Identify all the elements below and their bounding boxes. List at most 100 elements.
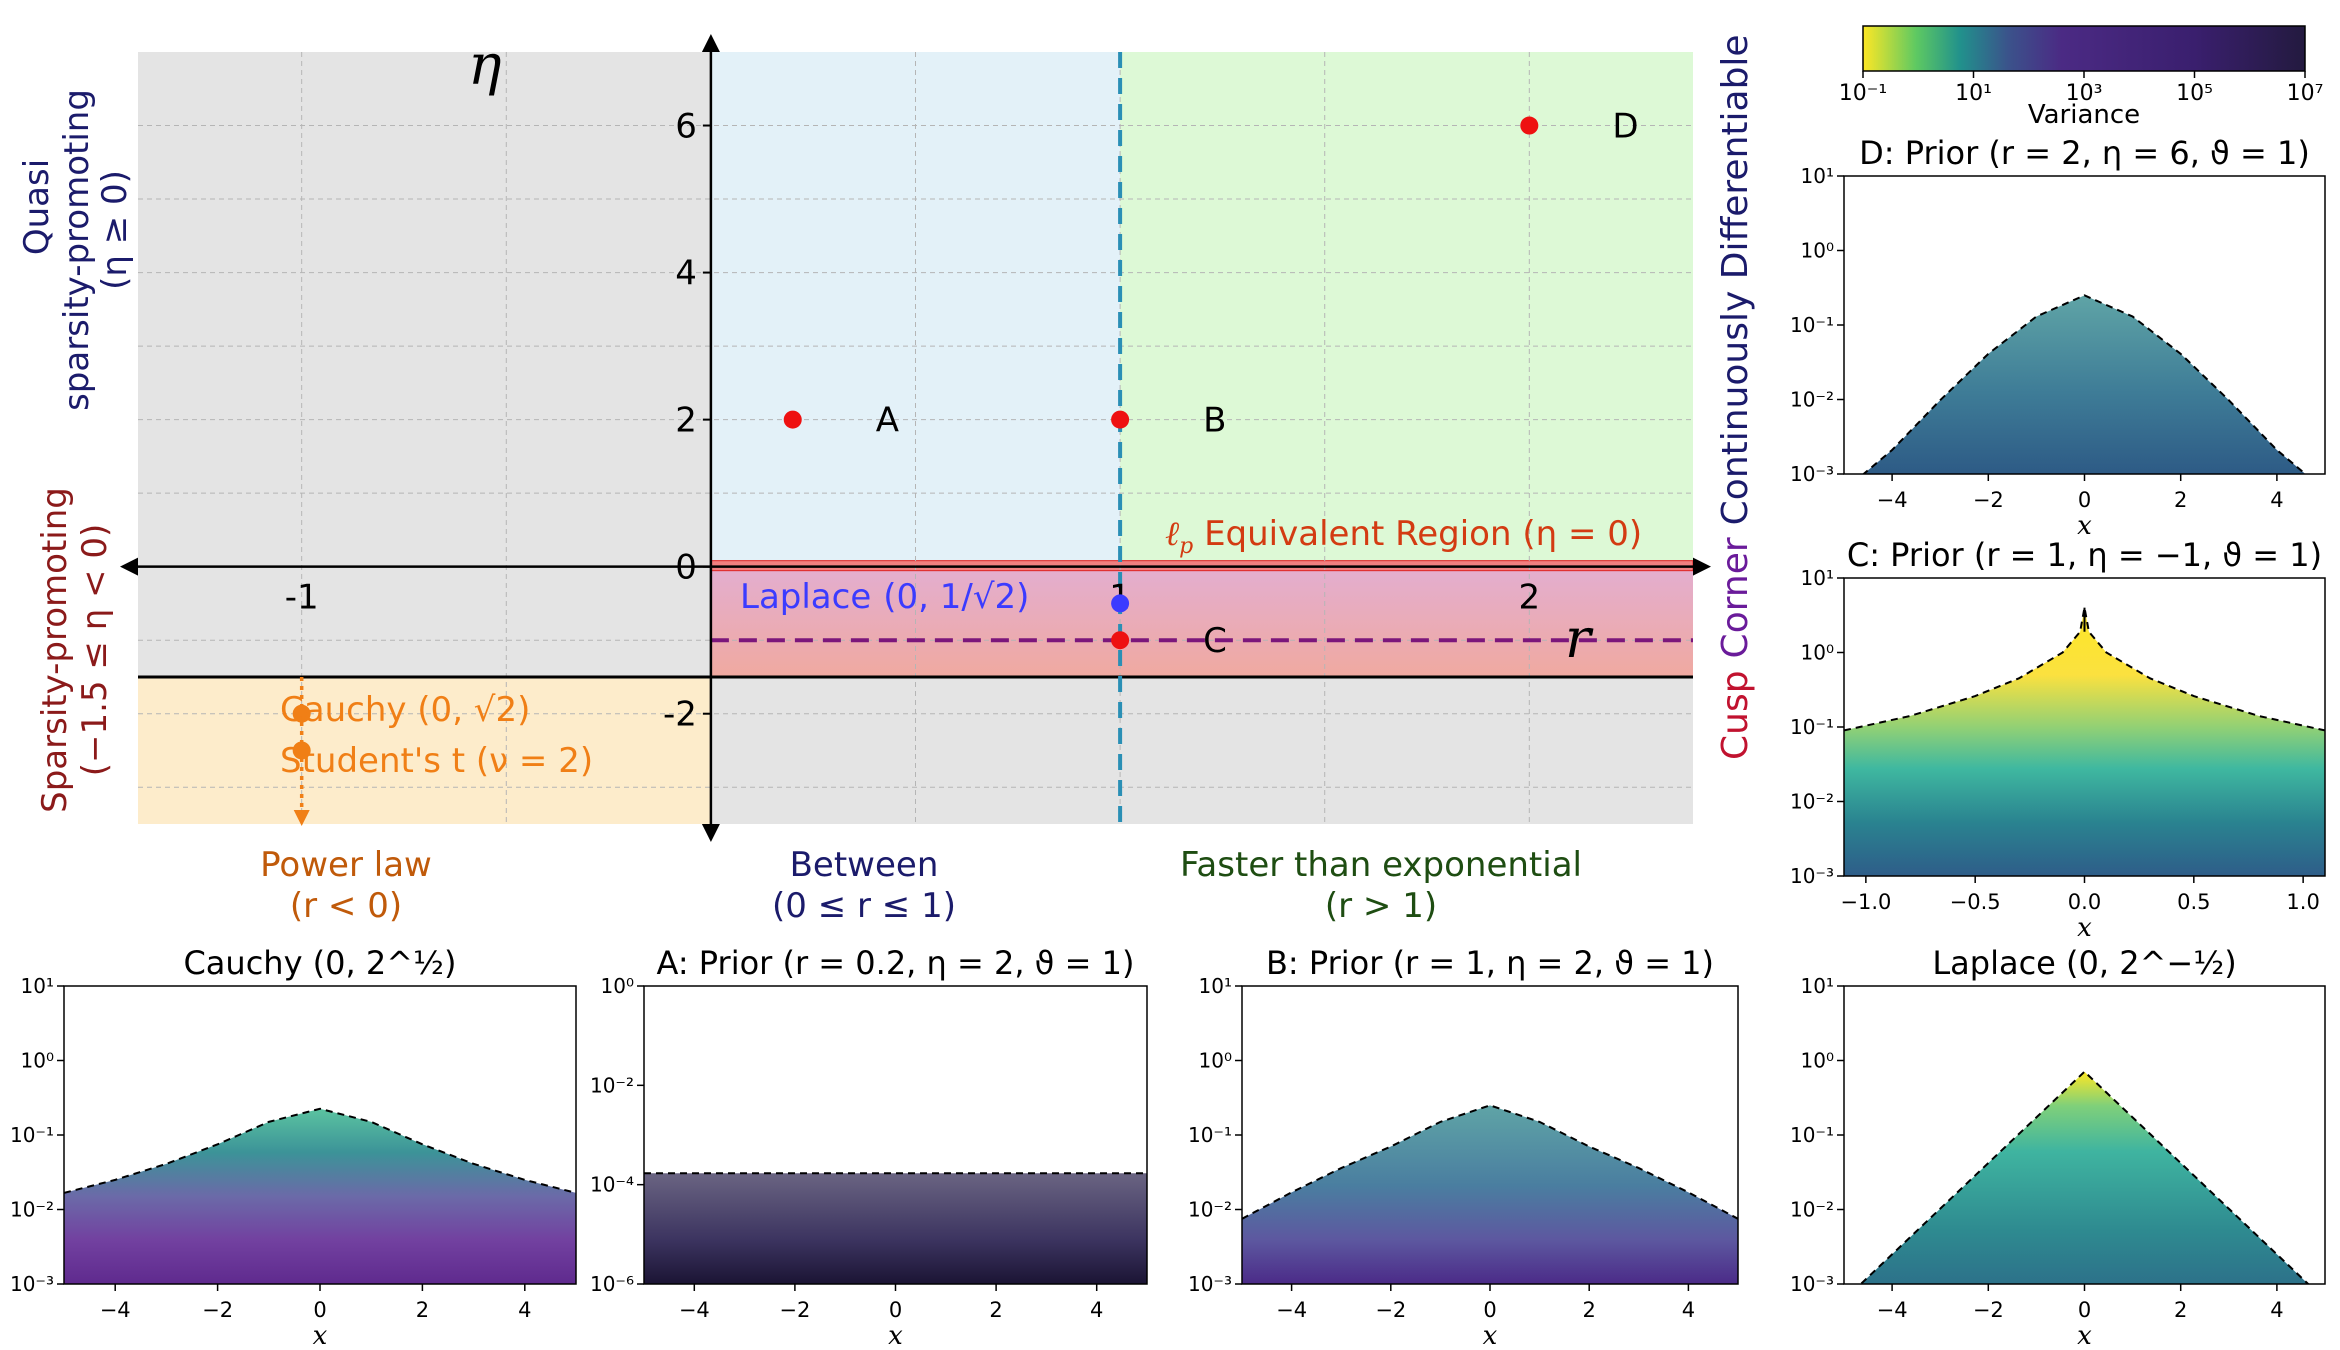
subplot-D: −4 −2 0 2 4 10¹ 10⁰ 10⁻¹ 10⁻² 10⁻³ x D: Prior (r = … bbox=[1790, 134, 2326, 541]
eta-axis-up-arrow bbox=[701, 34, 720, 52]
x-axis-label: x bbox=[2077, 511, 2092, 541]
between-range: (0 ≤ r ≤ 1) bbox=[772, 886, 956, 926]
x-tick-label: -1 bbox=[285, 578, 319, 618]
y-tick-label: 10⁻³ bbox=[1790, 864, 1834, 888]
x-tick-label: 4 bbox=[1682, 1298, 1695, 1322]
subplot-title: Laplace (0, 2^−½) bbox=[1932, 944, 2236, 982]
point-D bbox=[1520, 116, 1539, 135]
point-label-B: B bbox=[1203, 401, 1226, 441]
x-tick-label: −2 bbox=[779, 1298, 810, 1322]
x-tick-label: −2 bbox=[202, 1298, 233, 1322]
sparse-label-2: (−1.5 ≤ η < 0) bbox=[75, 524, 115, 776]
x-tick-label: −4 bbox=[1276, 1298, 1307, 1322]
x-axis-label: x bbox=[1483, 1321, 1498, 1350]
y-tick-label: 10⁻³ bbox=[1790, 462, 1834, 486]
subplot-title: A: Prior (r = 0.2, η = 2, ϑ = 1) bbox=[657, 944, 1135, 982]
y-tick-label: 10⁻³ bbox=[1188, 1272, 1232, 1296]
y-tick-label: 10⁻² bbox=[1188, 1198, 1232, 1222]
y-tick-label: 10⁻¹ bbox=[1790, 715, 1834, 739]
x-tick-label: 2 bbox=[1518, 578, 1540, 618]
point-A bbox=[783, 410, 802, 429]
x-tick-label: 0.5 bbox=[2177, 890, 2210, 914]
point-label-D: D bbox=[1612, 107, 1638, 147]
x-tick-label: 4 bbox=[518, 1298, 531, 1322]
density-fill bbox=[64, 1108, 576, 1284]
left-labels: Quasi sparsity-promoting (η ≥ 0) Sparsit… bbox=[17, 89, 135, 813]
student-t-label: Student's t (ν = 2) bbox=[280, 741, 593, 781]
colorbar-tick-label: 10⁵ bbox=[2176, 81, 2213, 106]
y-tick-label: 0 bbox=[675, 548, 697, 588]
y-tick-label: 10⁻¹ bbox=[1790, 313, 1834, 337]
r-axis-left-arrow bbox=[120, 557, 138, 576]
y-tick-label: 10⁻³ bbox=[10, 1272, 54, 1296]
power-law-label: Power law bbox=[260, 845, 432, 885]
faster-region bbox=[1120, 52, 1693, 567]
x-tick-label: −4 bbox=[679, 1298, 710, 1322]
point-label-A: A bbox=[876, 401, 899, 441]
laplace-region-label: Laplace (0, 1/√2) bbox=[740, 577, 1029, 617]
density-curve bbox=[1844, 607, 2325, 732]
point-label-C: C bbox=[1203, 621, 1227, 661]
y-tick-label: 10⁻² bbox=[1790, 388, 1834, 412]
point-laplace bbox=[1111, 594, 1130, 613]
density-curve bbox=[64, 1107, 576, 1194]
y-tick-label: 10¹ bbox=[1801, 566, 1834, 590]
colorbar-tick-label: 10⁷ bbox=[2287, 81, 2324, 106]
lp-region-label: ℓp Equivalent Region (η = 0) bbox=[1165, 514, 1642, 559]
x-tick-label: 2 bbox=[989, 1298, 1002, 1322]
y-tick-label: 10⁻⁴ bbox=[590, 1173, 634, 1197]
y-tick-label: 2 bbox=[675, 401, 697, 441]
x-tick-label: −4 bbox=[100, 1298, 131, 1322]
between-label: Between bbox=[790, 845, 939, 885]
x-tick-label: 4 bbox=[2270, 1298, 2283, 1322]
x-tick-label: −2 bbox=[1375, 1298, 1406, 1322]
x-tick-label: 4 bbox=[2270, 488, 2283, 512]
r-axis-right-arrow bbox=[1693, 557, 1711, 576]
y-tick-label: 10⁻⁶ bbox=[590, 1272, 634, 1296]
x-tick-label: 0 bbox=[2078, 488, 2091, 512]
quasi-label-2: sparsity-promoting bbox=[57, 89, 97, 411]
power-law-region bbox=[138, 676, 711, 824]
density-fill bbox=[1844, 295, 2325, 474]
eta-axis-label: η bbox=[468, 33, 502, 98]
density-fill bbox=[644, 1173, 1147, 1284]
x-tick-label: 0 bbox=[1483, 1298, 1496, 1322]
x-tick-label: 1.0 bbox=[2286, 890, 2319, 914]
quasi-label-1: Quasi bbox=[17, 159, 57, 255]
density-fill bbox=[1242, 1105, 1738, 1284]
quasi-label-3: (η ≥ 0) bbox=[95, 170, 135, 290]
colorbar-tick-label: 10³ bbox=[2066, 81, 2103, 106]
y-tick-label: 10⁰ bbox=[1801, 641, 1834, 665]
x-tick-label: −0.5 bbox=[1950, 890, 2001, 914]
y-tick-label: 10⁻¹ bbox=[10, 1123, 54, 1147]
x-axis-label: x bbox=[313, 1321, 328, 1350]
y-tick-label: 10⁰ bbox=[601, 974, 634, 998]
x-tick-label: 0 bbox=[2078, 1298, 2091, 1322]
y-tick-label: 10¹ bbox=[1199, 974, 1232, 998]
faster-range: (r > 1) bbox=[1325, 886, 1437, 926]
subplot-title: Cauchy (0, 2^½) bbox=[183, 944, 456, 982]
y-tick-label: 10⁻¹ bbox=[1188, 1123, 1232, 1147]
x-tick-label: 4 bbox=[1090, 1298, 1103, 1322]
y-tick-label: 4 bbox=[675, 254, 697, 294]
eta-axis-down-arrow bbox=[701, 824, 720, 842]
y-tick-label: 10⁰ bbox=[1801, 1049, 1834, 1073]
subplots: −4 −2 0 2 4 10¹ 10⁰ 10⁻¹ 10⁻² 10⁻³ x D: Prior (r = … bbox=[10, 134, 2326, 1350]
sparse-label-1: Sparsity-promoting bbox=[35, 487, 75, 813]
point-cauchy bbox=[292, 704, 311, 723]
colorbar: 10⁻¹ 10¹ 10³ 10⁵ 10⁷ Variance bbox=[1839, 25, 2324, 130]
colorbar-gradient bbox=[1862, 25, 2306, 72]
r-axis-label: r bbox=[1565, 607, 1594, 670]
x-tick-label: −2 bbox=[1973, 1298, 2004, 1322]
y-tick-label: 10¹ bbox=[21, 974, 54, 998]
subplot-title: B: Prior (r = 1, η = 2, ϑ = 1) bbox=[1266, 944, 1714, 982]
colorbar-tick-label: 10¹ bbox=[1955, 81, 1992, 106]
y-tick-label: 10⁻² bbox=[1790, 1198, 1834, 1222]
y-tick-label: 10⁻³ bbox=[1790, 1272, 1834, 1296]
x-axis-label: x bbox=[2077, 913, 2092, 943]
cauchy-arrowhead bbox=[293, 810, 310, 826]
density-fill bbox=[1844, 1071, 2325, 1284]
colorbar-label: Variance bbox=[2028, 100, 2140, 130]
y-tick-label: -2 bbox=[663, 695, 697, 735]
